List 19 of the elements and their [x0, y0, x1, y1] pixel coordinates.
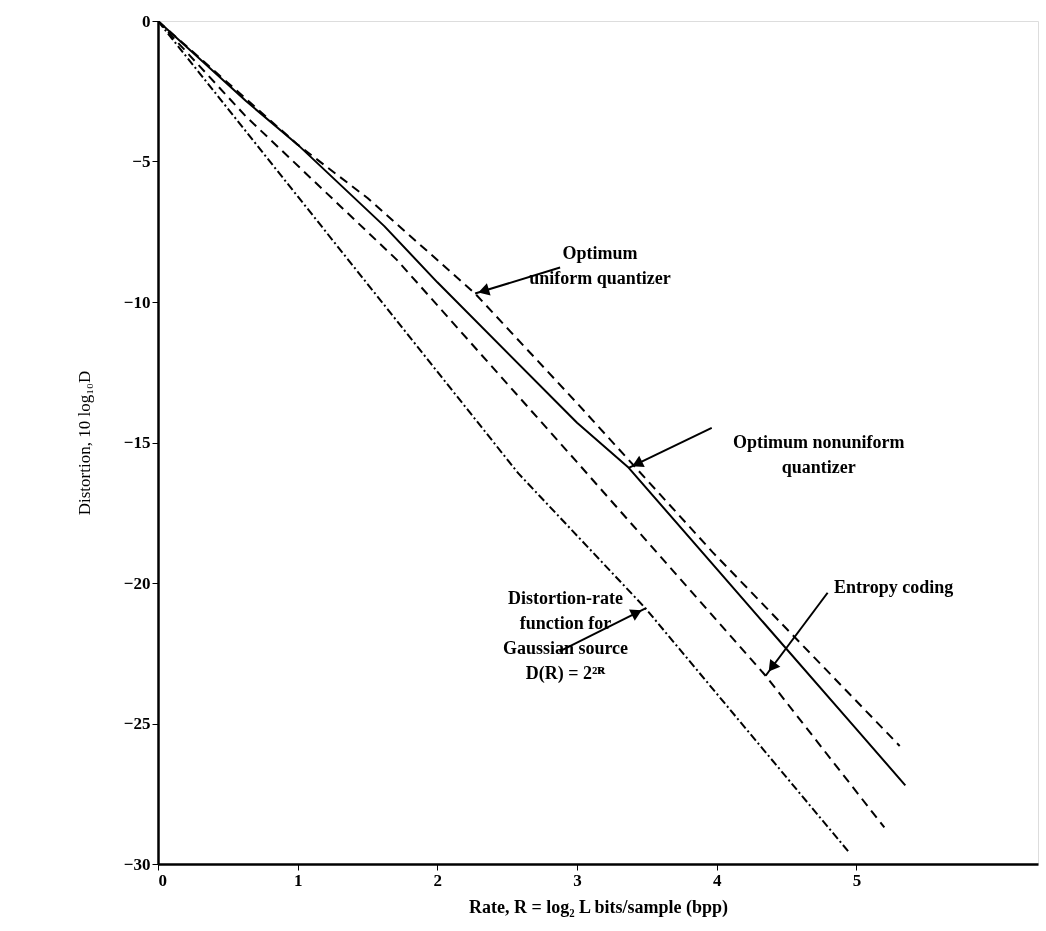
x-tick-label: 4 — [712, 870, 722, 890]
y-tick-label: −5 — [132, 152, 151, 171]
y-axis-title: Distortion, 10 log₁₀D — [74, 370, 94, 516]
x-tick-label: 1 — [293, 870, 303, 890]
y-tick-label: −25 — [123, 714, 151, 733]
y-tick-label: −20 — [123, 573, 151, 593]
annotation: Distortion-rate function for Gaussian source D(R) = 2²ᴿ — [502, 588, 629, 685]
annotation: Entropy coding — [834, 576, 954, 597]
annotation: Optimum uniform quantizer — [529, 242, 671, 288]
x-tick-label: 0 — [158, 870, 167, 890]
x-tick-label: 2 — [433, 870, 443, 890]
y-tick-label: −15 — [123, 433, 151, 452]
x-tick-label: 5 — [852, 870, 862, 890]
y-tick-label: −30 — [123, 854, 151, 874]
x-axis-title: Rate, R = log₂ L bits/sample (bpp) — [468, 896, 729, 918]
annotation: Optimum nonuniform quantizer — [732, 431, 905, 477]
y-tick-label: −10 — [123, 292, 151, 312]
x-tick-label: 3 — [573, 870, 582, 890]
y-tick-label: 0 — [142, 11, 151, 31]
